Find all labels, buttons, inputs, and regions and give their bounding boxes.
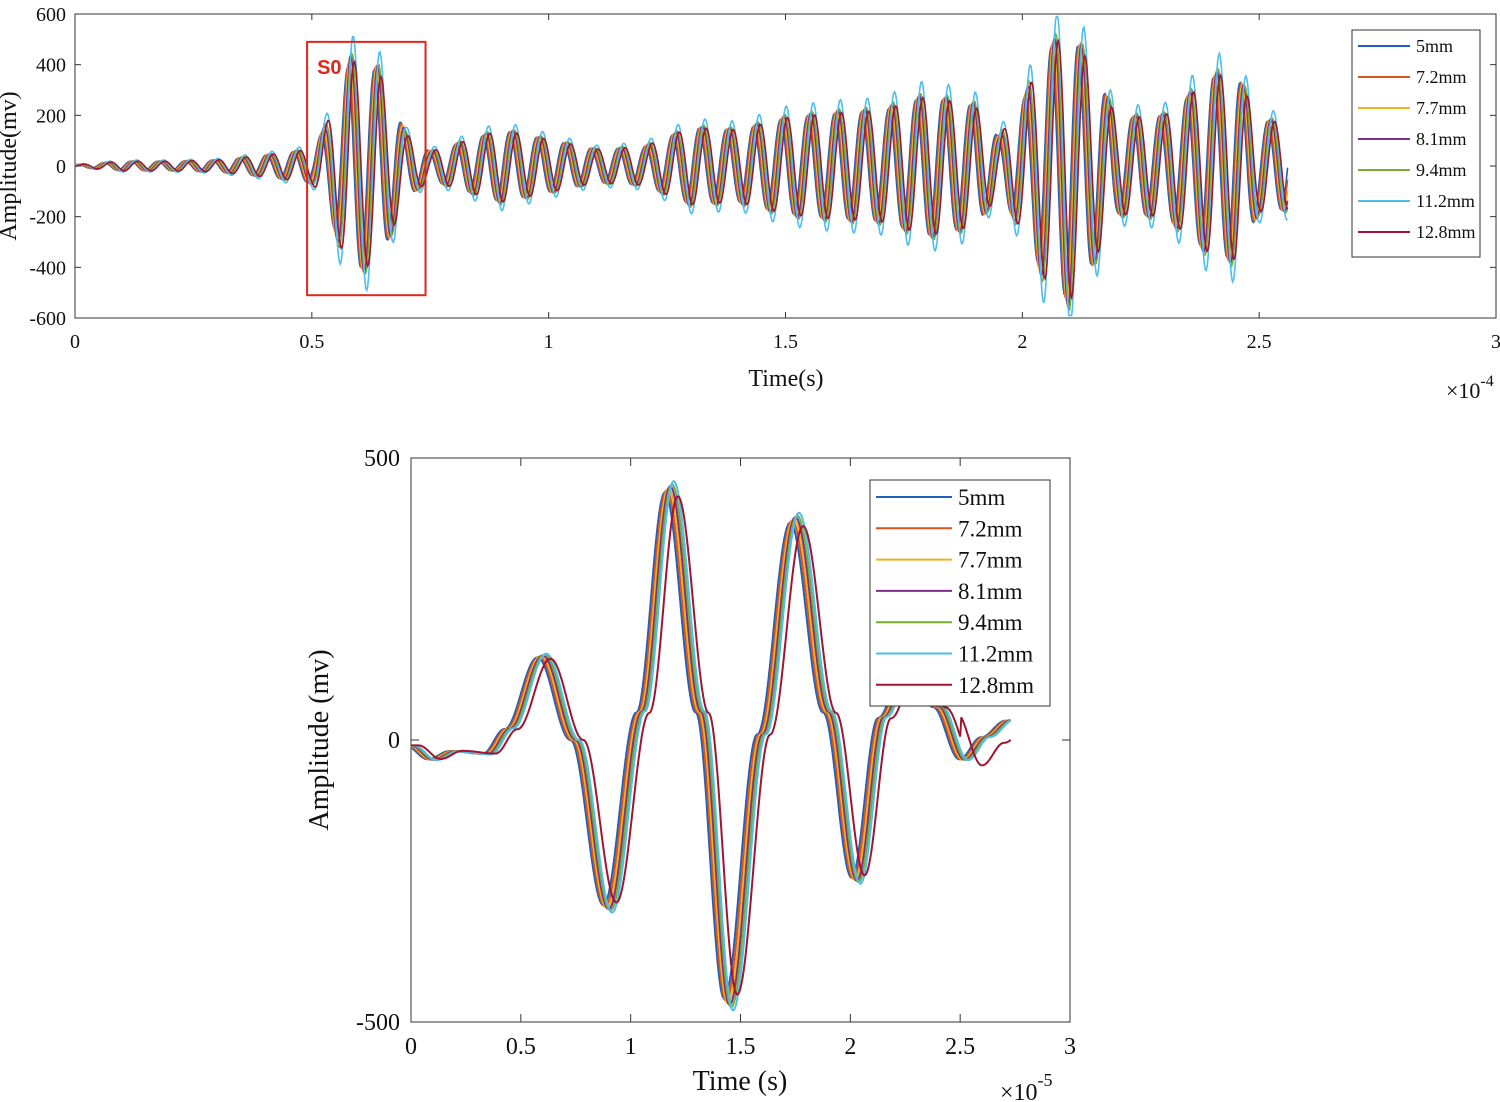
x-tick-labels: 0 0.5 1 1.5 2 2.5 3 — [70, 331, 1500, 353]
x-multiplier: ×10-4 — [1446, 373, 1494, 400]
series-line-5mm — [74, 45, 1289, 296]
legend-label: 7.2mm — [1416, 67, 1467, 87]
x-tick-labels: 0 0.5 1 1.5 2 2.5 3 — [405, 1034, 1076, 1060]
series-line-7.7mm — [74, 38, 1289, 306]
legend-box — [869, 479, 1051, 707]
legend-label: 12.8mm — [1416, 222, 1476, 242]
x-tick-label: 0.5 — [299, 331, 324, 353]
y-tick-label: -200 — [29, 207, 66, 229]
x-axis-label: Time(s) — [748, 366, 823, 392]
s0-label: S0 — [317, 57, 341, 79]
y-tick-labels: 600 400 200 0 -200 -400 -600 — [29, 4, 66, 330]
legend-label: 9.4mm — [1416, 160, 1467, 180]
y-tick-label: 600 — [36, 4, 66, 26]
series-line-9.4mm — [74, 31, 1289, 312]
legend-label: 12.8mm — [958, 673, 1034, 698]
legend-label: 5mm — [1416, 36, 1453, 56]
legend-label: 11.2mm — [1416, 191, 1475, 211]
y-tick-label: 500 — [364, 446, 400, 472]
y-tick-label: -400 — [29, 257, 66, 279]
y-tick-label: 200 — [36, 105, 66, 127]
x-tick-label: 1 — [544, 331, 554, 353]
x-tick-label: 1 — [625, 1034, 637, 1060]
y-tick-label: 0 — [56, 156, 66, 178]
x-tick-label: 3 — [1491, 331, 1500, 353]
series-lines — [74, 15, 1289, 317]
tick-marks — [410, 457, 1071, 1023]
x-multiplier-base: ×10 — [1446, 378, 1480, 400]
legend-label: 9.4mm — [958, 610, 1023, 635]
legend-label: 8.1mm — [958, 579, 1023, 604]
x-tick-label: 2.5 — [945, 1034, 975, 1060]
x-tick-label: 1.5 — [726, 1034, 756, 1060]
x-tick-label: 3 — [1064, 1034, 1076, 1060]
legend-label: 7.7mm — [1416, 98, 1467, 118]
x-tick-label: 0.5 — [506, 1034, 536, 1060]
tick-marks — [74, 13, 1497, 319]
y-axis-label: Amplitude(mv) — [0, 91, 22, 240]
x-tick-label: 2 — [1017, 331, 1027, 353]
x-multiplier-exponent: -4 — [1480, 373, 1493, 390]
y-axis-label: Amplitude (mv) — [304, 649, 335, 830]
x-tick-label: 2.5 — [1247, 331, 1272, 353]
y-tick-label: -600 — [29, 308, 66, 330]
series-line-12.8mm — [74, 38, 1289, 300]
x-multiplier-base: ×10 — [1000, 1080, 1038, 1102]
legend-label: 8.1mm — [1416, 129, 1467, 149]
x-tick-label: 2 — [844, 1034, 856, 1060]
legend-label: 11.2mm — [958, 642, 1033, 667]
y-tick-label: 0 — [388, 728, 400, 754]
y-tick-label: -500 — [356, 1010, 400, 1036]
legend: 5mm 7.2mm 7.7mm 8.1mm 9.4mm 11.2mm 12.8mm — [1351, 29, 1481, 258]
legend-box — [1351, 29, 1481, 258]
s0-highlight-box — [306, 40, 427, 297]
x-tick-label: 0 — [70, 331, 80, 353]
x-multiplier: ×10-5 — [1000, 1070, 1053, 1102]
x-tick-label: 0 — [405, 1034, 417, 1060]
series-line-8.1mm — [74, 34, 1289, 308]
y-tick-label: 400 — [36, 55, 66, 77]
legend-label: 7.2mm — [958, 516, 1023, 541]
x-tick-label: 1.5 — [773, 331, 798, 353]
x-axis-label: Time (s) — [693, 1066, 788, 1097]
legend-label: 5mm — [958, 485, 1005, 510]
x-multiplier-exponent: -5 — [1038, 1070, 1053, 1090]
legend-label: 7.7mm — [958, 548, 1023, 573]
legend: 5mm 7.2mm 7.7mm 8.1mm 9.4mm 11.2mm 12.8mm — [869, 479, 1051, 707]
y-tick-labels: 500 0 -500 — [356, 446, 400, 1036]
series-line-7.2mm — [74, 43, 1289, 302]
